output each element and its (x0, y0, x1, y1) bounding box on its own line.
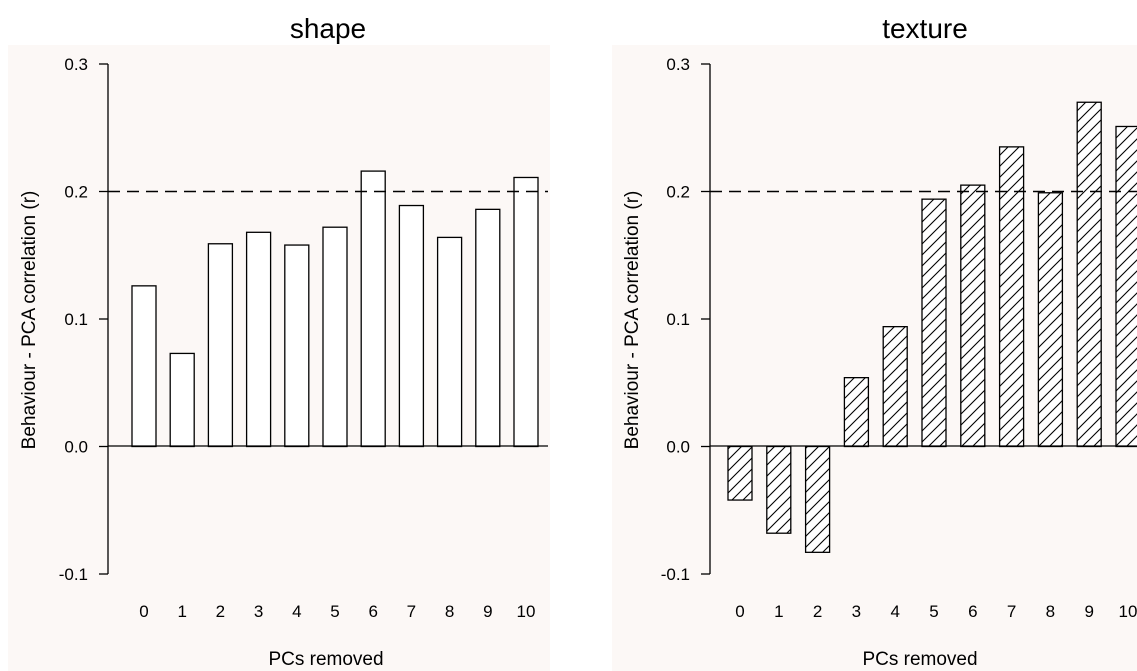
texture-bar-2 (804, 445, 831, 553)
shape-x-tick-label: 10 (517, 602, 536, 621)
shape-x-tick-label: 8 (445, 602, 454, 621)
shape-panel: shape Behaviour - PCA correlation (r) PC… (8, 13, 550, 671)
texture-y-axis-label: Behaviour - PCA correlation (r) (622, 191, 643, 450)
shape-bar-1 (169, 352, 195, 448)
texture-x-tick-label: 4 (890, 602, 899, 621)
texture-bar-7 (998, 146, 1025, 448)
shape-bar-4 (284, 244, 310, 448)
shape-bar-0 (131, 285, 157, 448)
shape-y-axis-label: Behaviour - PCA correlation (r) (19, 191, 40, 450)
texture-chart-title: texture (882, 13, 968, 44)
shape-bar-6 (360, 170, 386, 448)
shape-x-tick-label: 4 (292, 602, 301, 621)
texture-y-tick-label: 0.3 (666, 55, 690, 74)
shape-chart-title: shape (290, 13, 366, 44)
texture-bar-0 (727, 445, 753, 501)
shape-x-tick-label: 2 (216, 602, 225, 621)
shape-bar-3 (245, 231, 272, 448)
shape-bar-10 (513, 176, 539, 448)
texture-x-tick-label: 5 (929, 602, 938, 621)
shape-y-tick-label: 0.0 (64, 438, 88, 457)
texture-x-tick-label: 0 (735, 602, 744, 621)
texture-bar-3 (843, 376, 870, 448)
texture-x-tick-label: 2 (813, 602, 822, 621)
texture-x-tick-label: 1 (774, 602, 783, 621)
texture-y-tick-label: 0.1 (666, 310, 690, 329)
shape-bar-5 (322, 226, 348, 448)
texture-x-tick-label: 9 (1084, 602, 1093, 621)
shape-x-tick-label: 7 (407, 602, 416, 621)
shape-bar-2 (207, 243, 234, 448)
shape-y-tick-label: 0.1 (64, 310, 88, 329)
shape-y-tick-label: 0.2 (64, 183, 88, 202)
shape-bar-8 (436, 236, 463, 448)
texture-bar-5 (921, 198, 947, 448)
shape-bar-7 (398, 204, 425, 448)
texture-y-tick-label: 0.0 (666, 438, 690, 457)
texture-bar-8 (1037, 192, 1064, 448)
texture-bar-4 (882, 325, 908, 448)
texture-x-tick-label: 10 (1119, 602, 1137, 621)
texture-bar-6 (960, 184, 986, 448)
texture-x-tick-label: 6 (968, 602, 977, 621)
texture-x-axis-label: PCs removed (862, 649, 977, 670)
texture-bar-1 (766, 445, 792, 534)
shape-plot-background (8, 45, 550, 671)
shape-x-tick-label: 1 (177, 602, 186, 621)
shape-x-tick-label: 0 (139, 602, 148, 621)
shape-y-tick-label: -0.1 (59, 565, 88, 584)
texture-bar-9 (1076, 101, 1102, 448)
texture-bar-10 (1115, 125, 1137, 448)
shape-x-tick-label: 3 (254, 602, 263, 621)
texture-x-tick-label: 8 (1046, 602, 1055, 621)
texture-x-tick-label: 3 (852, 602, 861, 621)
texture-y-tick-label: 0.2 (666, 183, 690, 202)
shape-x-tick-label: 6 (368, 602, 377, 621)
shape-x-tick-label: 5 (330, 602, 339, 621)
texture-panel: texture Behaviour - PCA correlation (r) … (612, 13, 1137, 671)
shape-bar-9 (475, 208, 501, 448)
texture-x-tick-label: 7 (1007, 602, 1016, 621)
shape-y-tick-label: 0.3 (64, 55, 88, 74)
texture-y-tick-label: -0.1 (661, 565, 690, 584)
shape-x-axis-label: PCs removed (268, 649, 383, 670)
shape-x-tick-label: 9 (483, 602, 492, 621)
